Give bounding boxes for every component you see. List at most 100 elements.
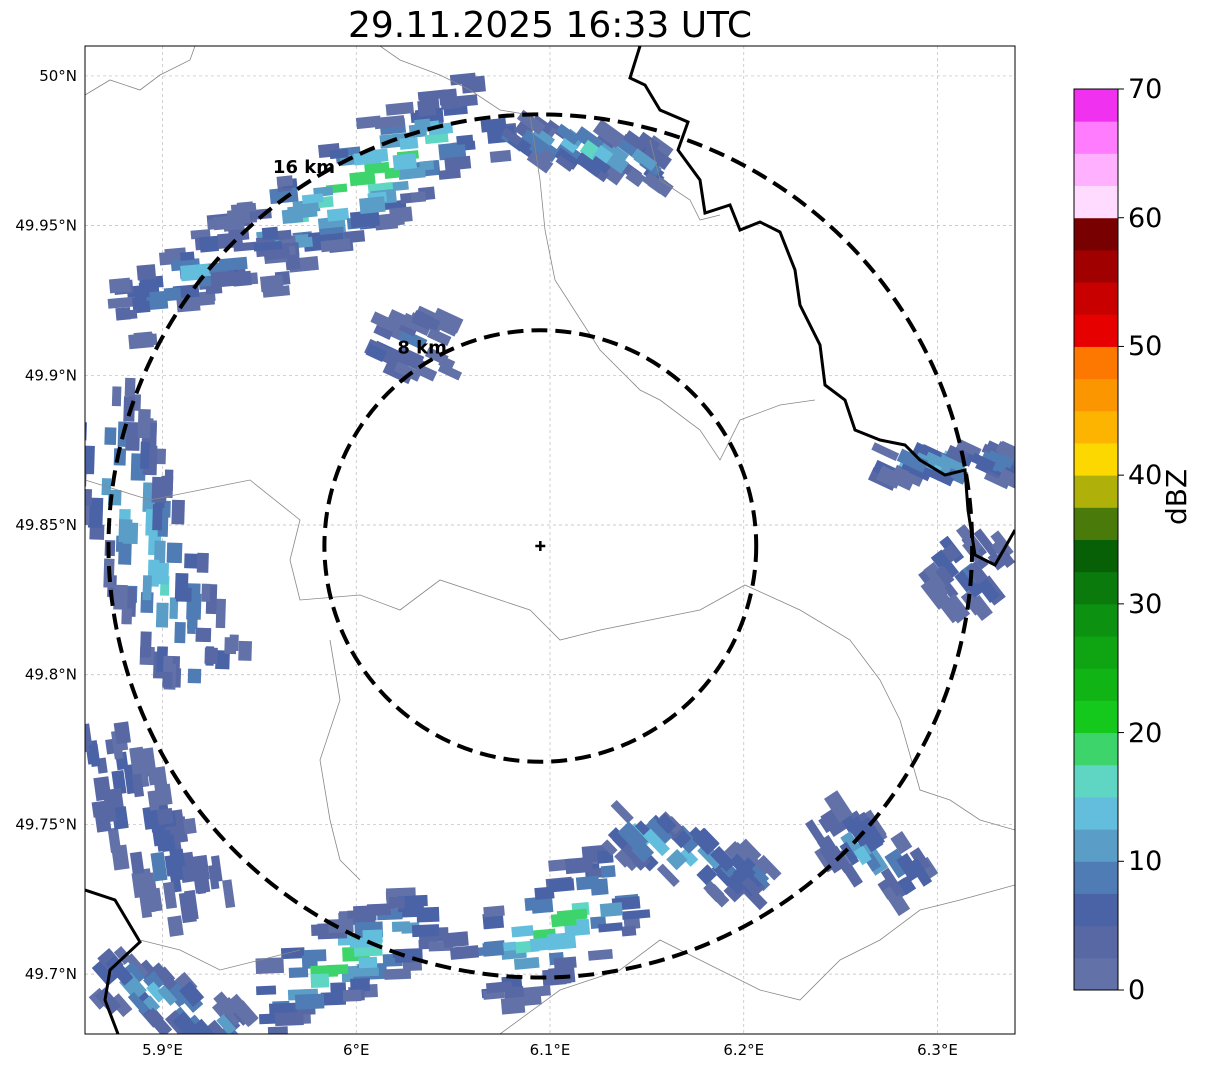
admin-border-2 xyxy=(379,46,816,461)
echo-cell xyxy=(169,985,189,1006)
echo-cell xyxy=(965,561,989,585)
range-ring-0 xyxy=(322,328,759,764)
echo-cell xyxy=(184,553,200,569)
colorbar-segment xyxy=(1074,925,1118,959)
echo-cell xyxy=(85,731,87,754)
echo-cell xyxy=(924,466,954,487)
colorbar-tick-label: 60 xyxy=(1128,202,1163,234)
echo-cell xyxy=(238,640,253,661)
echo-cell xyxy=(666,848,688,871)
borders xyxy=(85,46,1015,1034)
echo-cell xyxy=(349,209,381,229)
colorbar-segment xyxy=(1074,861,1118,894)
echo-cell xyxy=(166,542,183,564)
echo-cell xyxy=(89,524,105,540)
colorbar-segment xyxy=(1074,282,1118,315)
colorbar-segment xyxy=(1074,796,1118,830)
echo-cell xyxy=(121,608,133,625)
colorbar-segment xyxy=(1074,89,1118,122)
echo-cell xyxy=(85,504,90,526)
echo-cell xyxy=(143,970,165,993)
echo-cell xyxy=(190,229,211,240)
echo-cell xyxy=(104,427,117,445)
echo-cluster-2 xyxy=(500,109,674,198)
echo-cell xyxy=(207,217,230,230)
echo-cell xyxy=(137,409,151,439)
echo-cell xyxy=(411,924,440,938)
echo-cluster-8 xyxy=(443,844,651,1015)
echo-cell xyxy=(256,985,277,996)
echo-cell xyxy=(387,309,414,329)
echo-cell xyxy=(171,499,185,525)
x-tick-label: 6.2°E xyxy=(723,1041,764,1059)
echo-cluster-7 xyxy=(255,887,453,1034)
echo-cell xyxy=(142,995,161,1014)
echo-cell xyxy=(294,993,325,1010)
echo-cell xyxy=(204,647,218,664)
echo-cell xyxy=(111,386,122,407)
colorbar-segment xyxy=(1074,475,1118,508)
echo-cell xyxy=(157,985,178,1006)
echo-cell xyxy=(882,883,911,917)
echo-cell xyxy=(215,598,226,629)
echo-cell xyxy=(393,361,422,382)
echo-cell xyxy=(741,876,761,896)
echo-cell xyxy=(880,867,905,897)
x-tick-label: 5.9°E xyxy=(142,1041,183,1059)
echo-cell xyxy=(217,1036,236,1056)
echo-cell xyxy=(890,831,913,855)
echo-cluster-3 xyxy=(364,305,464,385)
echo-cell xyxy=(111,806,129,830)
echo-cell xyxy=(896,448,929,473)
echo-cell xyxy=(560,137,578,154)
echo-cell xyxy=(62,751,74,779)
echo-cell xyxy=(66,472,81,487)
echo-cell xyxy=(818,813,838,834)
echo-cell xyxy=(970,452,996,472)
colorbar-tick-label: 70 xyxy=(1128,74,1163,105)
admin-border-1 xyxy=(85,46,196,96)
echo-cell xyxy=(839,841,860,866)
echo-cell xyxy=(129,851,145,875)
echo-cell xyxy=(518,129,549,157)
echo-cell xyxy=(590,155,611,174)
admin-border-5 xyxy=(649,139,721,221)
echo-cell xyxy=(121,961,146,986)
echo-cell xyxy=(53,752,65,773)
echo-cell xyxy=(133,331,153,342)
echo-cell xyxy=(195,627,212,643)
echo-cell xyxy=(824,790,853,823)
echo-cell xyxy=(625,167,646,188)
echo-cell xyxy=(288,967,309,978)
echo-cell xyxy=(489,149,512,163)
colorbar-segment xyxy=(1074,410,1118,444)
echo-cell xyxy=(146,981,167,1003)
colorbar-segment xyxy=(1074,539,1118,573)
echo-cell xyxy=(636,131,661,154)
echo-cell xyxy=(411,309,434,330)
echo-cell xyxy=(398,166,426,180)
echo-cluster-6 xyxy=(88,946,259,1056)
echo-cell xyxy=(95,987,122,1015)
echo-cell xyxy=(199,235,220,253)
echo-cell xyxy=(113,584,128,610)
colorbar-segment xyxy=(1074,249,1118,283)
echo-cell xyxy=(534,886,555,900)
echo-cell xyxy=(113,946,133,965)
echo-cell xyxy=(179,981,205,1007)
echo-cell xyxy=(614,849,633,868)
echo-cell xyxy=(362,929,383,944)
echo-cell xyxy=(555,155,575,172)
echo-cell xyxy=(600,865,616,878)
echo-cell xyxy=(456,134,474,145)
echo-cell xyxy=(365,343,387,363)
echo-cell xyxy=(410,191,427,203)
range-ring-label: 16 km xyxy=(273,157,335,178)
echo-cell xyxy=(310,973,330,989)
colorbar-segment xyxy=(1074,700,1118,734)
echo-cell xyxy=(88,743,101,768)
echo-cell xyxy=(725,871,748,895)
colorbar-segment xyxy=(1074,442,1118,476)
echo-cell xyxy=(590,878,609,896)
colorbar-tick-label: 20 xyxy=(1128,717,1163,749)
